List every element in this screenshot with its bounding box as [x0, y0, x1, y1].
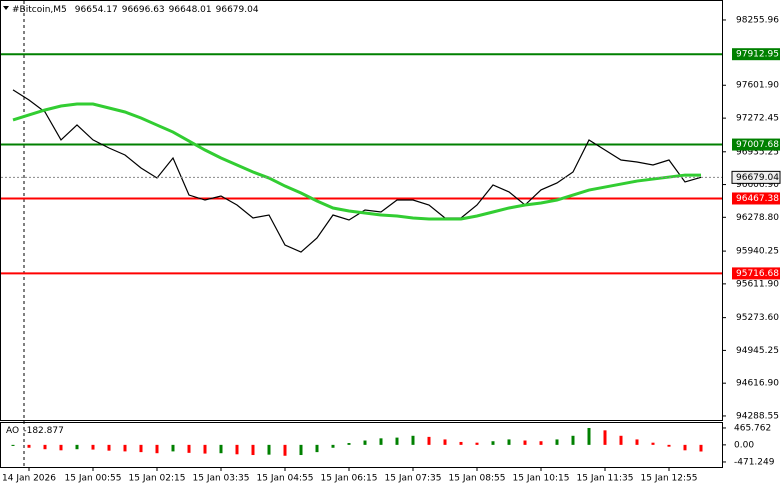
- x-tick-label: 15 Jan 11:35: [577, 474, 634, 484]
- ao-bar: [571, 435, 575, 445]
- x-tick-label: 15 Jan 07:35: [385, 474, 442, 484]
- ao-bar: [427, 436, 431, 445]
- ao-bar: [235, 444, 239, 455]
- x-tick-label: 15 Jan 02:15: [129, 474, 186, 484]
- ao-bar: [251, 444, 255, 456]
- ao-bar: [587, 427, 591, 445]
- header-value: 96679.04: [216, 5, 259, 15]
- ao-bar: [347, 443, 351, 445]
- y-tick-label: 95611.90: [736, 279, 779, 289]
- current-price-box: [731, 170, 781, 184]
- ao-bar: [363, 440, 367, 445]
- ao-bar: [667, 444, 671, 447]
- x-tick-label: 15 Jan 10:15: [513, 474, 570, 484]
- ao-bar: [203, 444, 207, 454]
- ao-bar: [155, 444, 159, 454]
- ao-bar: [27, 444, 31, 448]
- ao-bar: [395, 437, 399, 445]
- y-tick-label: 96935.25: [736, 147, 779, 157]
- ao-bar: [299, 444, 303, 456]
- ao-bar: [283, 444, 287, 456]
- ao-bar: [315, 444, 319, 453]
- ao-bar: [603, 430, 607, 445]
- ao-title: AO: [6, 426, 19, 436]
- y-tick-label: 94945.25: [736, 346, 779, 356]
- ao-header: AO -182.877: [6, 426, 64, 436]
- ao-bar: [219, 444, 223, 454]
- ao-bar: [107, 444, 111, 451]
- level-label-box: [732, 192, 780, 205]
- y-tick-label: 95940.25: [736, 247, 779, 257]
- ao-bar: [539, 441, 543, 445]
- level-label: 97007.68: [736, 140, 779, 150]
- chart-header: #Bitcoin,M5 96654.17 96696.63 96648.01 96679…: [12, 5, 259, 15]
- header-value: 96648.01: [169, 5, 212, 15]
- ao-bar: [187, 444, 191, 453]
- ao-bar: [331, 444, 335, 448]
- ao-bar: [91, 444, 95, 450]
- x-tick-label: 15 Jan 00:55: [65, 474, 122, 484]
- y-tick-label: 97272.45: [736, 114, 779, 124]
- y-tick-label: 95273.60: [736, 313, 779, 323]
- ao-bar: [619, 435, 623, 445]
- level-label: 95716.68: [736, 269, 779, 279]
- y-tick-label: 94288.55: [736, 411, 779, 421]
- ao-bar: [171, 444, 175, 452]
- header-value: 96696.63: [122, 5, 165, 15]
- ao-bar: [123, 444, 127, 452]
- x-tick-label: 15 Jan 08:55: [449, 474, 506, 484]
- ao-bar: [651, 442, 655, 445]
- ao-bar: [491, 441, 495, 445]
- x-tick-label: 15 Jan 04:55: [257, 474, 314, 484]
- ao-bar: [11, 444, 15, 446]
- ao-last-value: -182.877: [23, 426, 63, 436]
- level-label-box: [732, 138, 780, 151]
- ao-bar: [459, 441, 463, 445]
- ao-bar: [523, 440, 527, 445]
- ao-bar: [475, 442, 479, 445]
- y-tick-label: 0.00: [734, 440, 754, 450]
- y-tick-label: 94616.90: [736, 379, 779, 389]
- ao-bar: [379, 438, 383, 445]
- ao-pane: [0, 422, 723, 468]
- y-tick-label: 98255.96: [736, 15, 779, 25]
- ao-bar: [139, 444, 143, 453]
- ao-bar: [443, 439, 447, 445]
- x-tick-label: 15 Jan 03:35: [193, 474, 250, 484]
- level-label-box: [732, 48, 780, 61]
- level-label: 96467.38: [736, 194, 779, 204]
- ao-bar: [59, 444, 63, 451]
- level-label-box: [732, 267, 780, 280]
- ao-bar: [555, 439, 559, 445]
- y-tick-label: 97601.90: [736, 81, 779, 91]
- x-tick-label: 15 Jan 06:15: [321, 474, 378, 484]
- x-tick-label: 15 Jan 12:55: [641, 474, 698, 484]
- ao-bar: [411, 435, 415, 445]
- moving-average: [12, 102, 701, 221]
- ao-bar: [699, 444, 703, 452]
- ao-bar: [75, 444, 79, 450]
- level-label: 97912.95: [736, 50, 779, 60]
- ao-bar: [43, 444, 47, 450]
- y-tick-label: 96606.90: [736, 180, 779, 190]
- ao-bar: [507, 439, 511, 445]
- price-line: [12, 89, 702, 253]
- current-price-label: 96679.04: [736, 173, 779, 183]
- y-tick-label: -471.249: [734, 457, 775, 467]
- main-pane: [0, 0, 723, 421]
- menu-icon: [3, 6, 9, 10]
- ao-bar: [267, 444, 271, 455]
- ao-bar: [683, 444, 687, 451]
- y-tick-label: 96278.80: [736, 213, 779, 223]
- y-tick-label: 465.762: [734, 423, 771, 433]
- header-value: 96654.17: [75, 5, 118, 15]
- ao-bar: [635, 439, 639, 445]
- x-tick-label: 14 Jan 2026: [2, 474, 56, 484]
- chart-title: #Bitcoin,M5: [12, 5, 67, 15]
